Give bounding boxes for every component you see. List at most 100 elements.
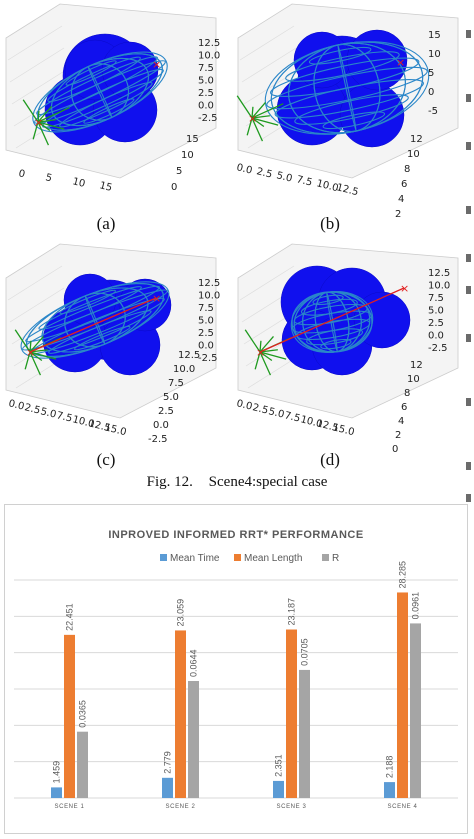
tree-edge bbox=[244, 329, 261, 353]
goal-marker: × bbox=[396, 56, 405, 69]
grid-line bbox=[239, 25, 295, 61]
tree-edge bbox=[251, 102, 266, 119]
caption-text: Scene4:special case bbox=[208, 474, 328, 490]
tree-edge bbox=[37, 107, 70, 123]
x-tick-label: 2.5 bbox=[251, 402, 269, 417]
start-marker: × bbox=[34, 116, 43, 129]
goal-marker: × bbox=[400, 282, 409, 295]
tree-edge bbox=[29, 351, 57, 360]
panel-a: × × 12.5 10.07.5 5.02.5 0.0-2.5 15 10 5 0 0 5 10 15 bbox=[5, 3, 220, 194]
tree-edge bbox=[29, 340, 32, 353]
z-tick-label: 7.5 bbox=[198, 63, 214, 74]
tree-edge bbox=[259, 351, 287, 360]
legend-label: Mean Length bbox=[244, 553, 302, 564]
tree-edge bbox=[251, 117, 265, 128]
chart-grid bbox=[14, 579, 458, 799]
z-tick-label: 7.5 bbox=[198, 303, 214, 314]
z-tick-label: 10.0 bbox=[428, 281, 450, 292]
bar bbox=[384, 782, 395, 798]
z-tick-label: -2.5 bbox=[428, 343, 448, 354]
panel-b-label: (b) bbox=[320, 214, 340, 233]
bar bbox=[273, 780, 284, 798]
z-tick-label: 0.0 bbox=[198, 341, 214, 352]
tree-edge bbox=[246, 117, 253, 136]
x-tick-label: 10.0 bbox=[71, 414, 95, 430]
y-tick-label: 8 bbox=[404, 388, 410, 399]
margin-marker bbox=[466, 398, 471, 406]
ellipsoid-latitude bbox=[42, 68, 164, 128]
z-tick-label: 10.0 bbox=[198, 51, 220, 62]
category-label: SCENE 2 bbox=[166, 804, 196, 810]
x-tick-label: 12.5 bbox=[315, 418, 339, 434]
z-tick-label: 2.5 bbox=[198, 328, 214, 339]
start-marker: × bbox=[248, 112, 257, 125]
tree-edge bbox=[14, 329, 31, 353]
tree-edge bbox=[32, 121, 39, 140]
z-tick-label: 7.5 bbox=[428, 293, 444, 304]
x-tick-label: 5.0 bbox=[275, 170, 293, 185]
x-tick-label: 15.0 bbox=[103, 422, 127, 438]
z-tick-label: 15 bbox=[428, 30, 441, 41]
y-tick-label: 2 bbox=[395, 430, 401, 441]
bar bbox=[188, 681, 199, 798]
bar-value-label: 28.285 bbox=[398, 561, 408, 589]
grid-line bbox=[243, 69, 299, 105]
panel-c: ××12.510.07.55.02.50.0-2.512.510.07.55.0… bbox=[5, 243, 220, 445]
bar bbox=[397, 592, 408, 798]
ellipsoid-latitude bbox=[83, 98, 135, 124]
z-tick-label: 5.0 bbox=[428, 306, 444, 317]
z-tick-label: 10.0 bbox=[198, 291, 220, 302]
y-tick-label: 6 bbox=[401, 179, 407, 190]
ellipsoid-latitude bbox=[312, 294, 344, 306]
y-tick-label: 10 bbox=[181, 150, 194, 161]
panel-a-label: (a) bbox=[96, 214, 116, 233]
x-tick-label: 2.5 bbox=[255, 166, 273, 181]
x-tick-label: 15 bbox=[98, 180, 113, 194]
z-tick-label: 5.0 bbox=[198, 316, 214, 327]
x-tick-label: 5.0 bbox=[39, 406, 57, 421]
panel-c-label: (c) bbox=[96, 450, 116, 469]
x-tick-label: 0.0 bbox=[7, 398, 25, 413]
path-line bbox=[29, 297, 157, 353]
tree-edge bbox=[259, 351, 272, 376]
tree-edge bbox=[29, 351, 42, 376]
start-marker: × bbox=[256, 346, 265, 359]
z-tick-label: 0.0 bbox=[198, 101, 214, 112]
informed-ellipsoid bbox=[32, 51, 168, 133]
x-tick-label: 5 bbox=[44, 172, 53, 184]
bar-value-label: 23.187 bbox=[287, 598, 297, 626]
tree-edge bbox=[37, 119, 56, 123]
margin-marker bbox=[466, 254, 471, 262]
z-tick-label: 5.0 bbox=[198, 76, 214, 87]
informed-ellipsoid bbox=[264, 41, 430, 135]
tree-edge bbox=[254, 351, 261, 370]
tree-edge bbox=[259, 351, 273, 362]
bar bbox=[162, 777, 173, 798]
y-tick-label: 8 bbox=[404, 164, 410, 175]
tree-edge bbox=[251, 106, 254, 119]
bar bbox=[410, 623, 421, 798]
bar bbox=[286, 629, 297, 798]
bar-value-label: 22.451 bbox=[65, 603, 75, 631]
x-tick-label: 0.0 bbox=[235, 162, 253, 177]
x-tick-label: 0.0 bbox=[235, 398, 253, 413]
chart-bars bbox=[51, 592, 421, 798]
obstacle-sphere bbox=[339, 82, 405, 148]
x-tick-label: 10 bbox=[71, 176, 86, 190]
y-tick-label: 2.5 bbox=[158, 406, 174, 417]
ellipsoid-latitude bbox=[306, 328, 364, 346]
ellipsoid-latitude bbox=[74, 325, 131, 351]
tree-edge bbox=[251, 117, 264, 142]
y-tick-label: 0.0 bbox=[153, 420, 169, 431]
tree-edge bbox=[259, 349, 278, 353]
tree-edge bbox=[251, 115, 270, 119]
goal-marker: × bbox=[152, 292, 161, 305]
ellipsoid-latitude bbox=[65, 60, 117, 86]
panel-d: ××12.510.07.55.02.50.0-2.51210864200.02.… bbox=[235, 243, 459, 455]
chart-legend: Mean Time Mean Length R bbox=[160, 553, 339, 564]
bar bbox=[77, 731, 88, 798]
tree-edge bbox=[37, 121, 51, 132]
grid-line bbox=[7, 265, 63, 301]
y-tick-label: 5.0 bbox=[163, 392, 179, 403]
y-tick-label: 12 bbox=[410, 360, 423, 371]
